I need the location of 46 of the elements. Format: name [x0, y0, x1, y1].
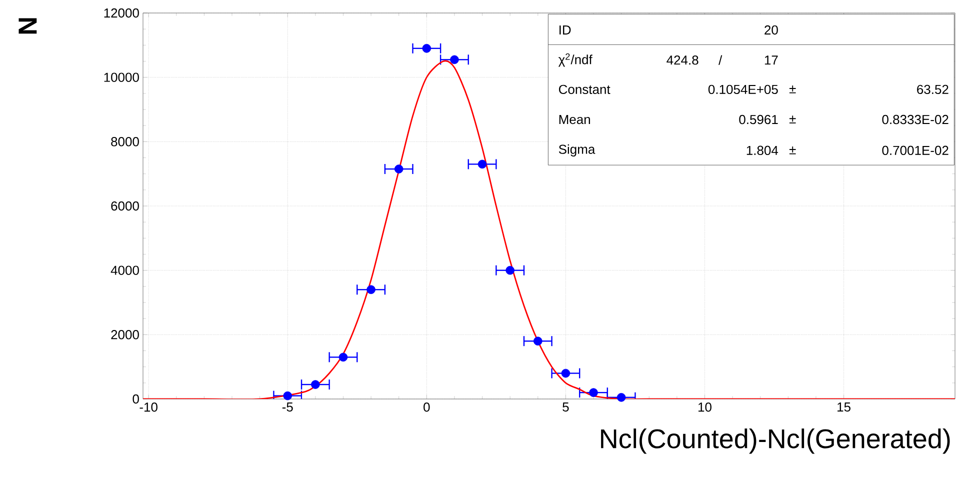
x-tick-label: 10	[698, 402, 712, 412]
x-tick-label: -5	[282, 402, 293, 412]
point	[422, 44, 432, 53]
annotation: Sigma	[558, 144, 596, 156]
x-axis-title: Ncl(Counted)-Ncl(Generated)	[601, 428, 950, 454]
point	[311, 380, 320, 389]
y-axis-title: N	[18, 18, 37, 34]
annotation: ID	[560, 26, 571, 34]
x-tick-label: 0	[424, 402, 430, 412]
y-tick-label: 6000	[111, 201, 139, 211]
annotation: χ$^{2}$/ndf	[558, 53, 592, 67]
point	[616, 392, 626, 402]
annotation: ±	[789, 146, 796, 154]
point	[506, 266, 514, 275]
annotation: 1.804	[746, 146, 778, 156]
y-tick-label: 4000	[110, 266, 139, 275]
annotation: 63.52	[917, 84, 948, 94]
x-tick-label: -10	[140, 402, 158, 412]
point	[533, 336, 542, 346]
point	[478, 160, 487, 169]
annotation: 0.8333E-02	[882, 114, 948, 124]
annotation: 0.5961	[739, 114, 778, 124]
annotation: Constant	[558, 84, 610, 94]
point	[338, 352, 348, 362]
point	[589, 388, 598, 397]
x-tick-label: 15	[838, 402, 850, 412]
annotation: Mean	[559, 115, 590, 124]
point	[366, 285, 376, 294]
point	[283, 391, 292, 400]
point	[561, 368, 570, 378]
annotation: 0.7001E-02	[882, 146, 948, 156]
annotation: ±	[789, 86, 796, 94]
y-tick-label: 12000	[104, 8, 139, 18]
annotation: 0.1054E+05	[708, 84, 778, 94]
y-tick-label: 0	[132, 394, 139, 404]
annotation: 20	[764, 25, 778, 35]
annotation: ±	[789, 116, 796, 124]
y-tick-label: 10000	[104, 72, 139, 82]
point	[394, 164, 404, 174]
annotation: 424.8	[666, 55, 698, 65]
y-tick-label: 2000	[111, 330, 139, 340]
point	[450, 55, 459, 64]
x-tick-label: 5	[562, 402, 569, 412]
y-tick-label: 8000	[111, 137, 139, 146]
annotation: /	[718, 55, 722, 65]
annotation: 17	[764, 56, 778, 65]
